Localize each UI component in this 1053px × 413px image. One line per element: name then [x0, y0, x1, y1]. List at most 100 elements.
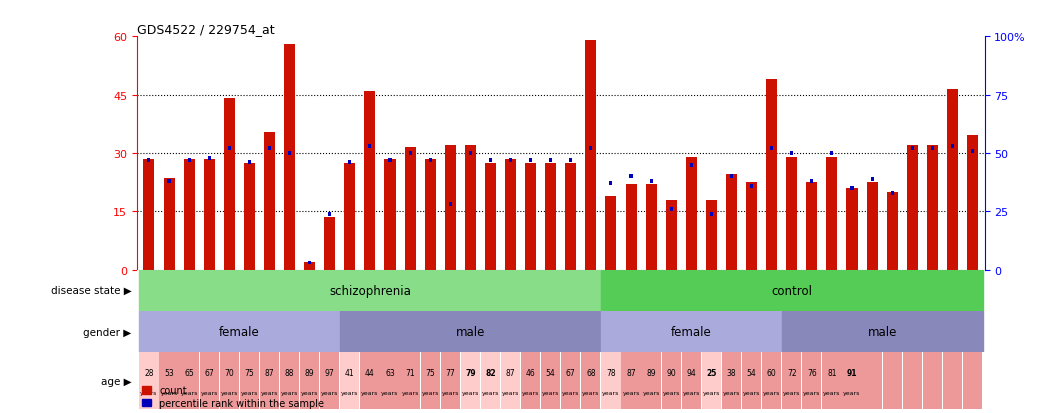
Bar — [621, 352, 640, 409]
Bar — [962, 352, 982, 409]
Bar — [630, 175, 633, 179]
Bar — [384, 159, 396, 270]
Bar — [710, 212, 713, 216]
Bar — [344, 163, 355, 270]
Bar — [625, 185, 637, 270]
Bar — [505, 159, 516, 270]
Bar — [340, 311, 601, 352]
Bar — [143, 159, 155, 270]
Text: 97: 97 — [324, 368, 335, 377]
Bar — [509, 159, 512, 162]
Text: 81: 81 — [828, 368, 837, 377]
Bar — [947, 90, 958, 270]
Bar — [429, 159, 432, 162]
Bar — [831, 152, 833, 155]
Bar — [247, 161, 251, 165]
Bar — [549, 159, 552, 162]
Bar — [902, 352, 921, 409]
Text: 87: 87 — [264, 368, 274, 377]
Text: years: years — [301, 391, 318, 396]
Bar — [790, 152, 793, 155]
Bar — [670, 207, 673, 211]
Text: 38: 38 — [727, 368, 736, 377]
Bar — [380, 352, 400, 409]
Text: years: years — [502, 391, 519, 396]
Text: years: years — [622, 391, 640, 396]
Text: years: years — [843, 391, 860, 396]
Bar — [767, 80, 777, 270]
Text: years: years — [522, 391, 539, 396]
Bar — [440, 352, 460, 409]
Bar — [750, 184, 753, 188]
Text: 78: 78 — [607, 368, 616, 377]
Text: 67: 67 — [565, 368, 576, 377]
Bar — [822, 352, 841, 409]
Text: schizophrenia: schizophrenia — [329, 284, 411, 297]
Bar — [409, 152, 412, 155]
Bar — [461, 352, 480, 409]
Text: female: female — [671, 325, 712, 338]
Text: years: years — [461, 391, 479, 396]
Bar — [665, 200, 677, 270]
Bar — [360, 352, 379, 409]
Bar — [590, 147, 593, 151]
Text: 89: 89 — [647, 368, 656, 377]
Bar — [304, 262, 315, 270]
Text: 75: 75 — [244, 368, 254, 377]
Bar — [484, 163, 496, 270]
Bar — [967, 136, 978, 270]
Bar — [244, 163, 255, 270]
Bar — [400, 352, 420, 409]
Bar — [404, 148, 416, 270]
Bar — [267, 147, 271, 151]
Bar — [163, 179, 175, 270]
Bar — [289, 152, 291, 155]
Text: 65: 65 — [184, 368, 194, 377]
Bar — [424, 159, 436, 270]
Bar — [942, 352, 962, 409]
Bar — [690, 163, 693, 167]
Bar — [581, 352, 600, 409]
Bar — [227, 147, 231, 151]
Text: gender ▶: gender ▶ — [83, 327, 132, 337]
Text: 79: 79 — [465, 368, 476, 377]
Text: 63: 63 — [385, 368, 395, 377]
Text: 41: 41 — [345, 368, 355, 377]
Text: years: years — [281, 391, 298, 396]
Bar — [851, 187, 854, 190]
Text: 67: 67 — [204, 368, 214, 377]
Text: years: years — [361, 391, 379, 396]
Bar — [469, 152, 472, 155]
Bar — [971, 149, 974, 153]
Bar — [224, 99, 235, 270]
Bar — [867, 183, 877, 270]
Text: female: female — [219, 325, 260, 338]
Bar — [183, 159, 195, 270]
Text: years: years — [200, 391, 218, 396]
Bar — [159, 352, 179, 409]
Bar — [787, 157, 797, 270]
Bar — [601, 270, 982, 311]
Text: years: years — [562, 391, 579, 396]
Text: years: years — [180, 391, 198, 396]
Bar — [464, 146, 476, 270]
Bar — [661, 352, 681, 409]
Bar — [240, 352, 259, 409]
Text: years: years — [341, 391, 358, 396]
Text: years: years — [220, 391, 238, 396]
Text: years: years — [582, 391, 599, 396]
Text: disease state ▶: disease state ▶ — [51, 285, 132, 295]
Bar — [167, 180, 171, 183]
Text: years: years — [642, 391, 660, 396]
Bar — [280, 352, 299, 409]
Text: years: years — [783, 391, 800, 396]
Bar — [810, 180, 813, 183]
Text: years: years — [381, 391, 399, 396]
Bar — [324, 218, 335, 270]
Text: male: male — [456, 325, 485, 338]
Text: years: years — [261, 391, 278, 396]
Bar — [882, 352, 901, 409]
Bar — [561, 352, 580, 409]
Text: years: years — [481, 391, 499, 396]
Bar — [481, 352, 500, 409]
